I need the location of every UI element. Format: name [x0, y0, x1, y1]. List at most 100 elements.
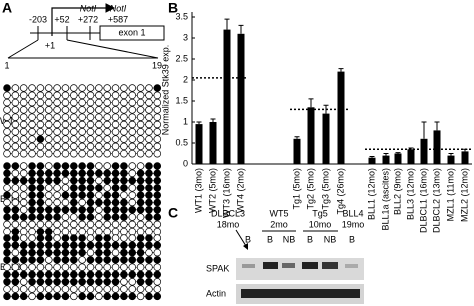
- cpg-site: [53, 142, 61, 151]
- cpg-site: [95, 206, 103, 214]
- cpg-site: [153, 135, 162, 143]
- cpg-site: [128, 241, 137, 250]
- cpg-site: [19, 162, 28, 170]
- error-bar: [210, 118, 216, 122]
- cpg-site: [36, 191, 45, 199]
- cpg-site: [86, 91, 95, 100]
- cpg-site: [61, 292, 70, 301]
- cpg-site: [95, 142, 103, 151]
- cpg-site: [53, 241, 61, 250]
- y-tick-label: 1.5: [175, 95, 188, 105]
- cpg-site: [3, 169, 11, 178]
- cpg-site: [11, 149, 20, 158]
- cpg-site: [78, 191, 86, 199]
- cpg-site: [153, 91, 162, 100]
- cpg-site: [28, 184, 36, 192]
- cpg-site: [53, 120, 61, 129]
- cpg-site: [44, 248, 53, 257]
- cpg-site: [36, 285, 45, 293]
- error-bar: [369, 155, 375, 158]
- cpg-site: [70, 285, 78, 293]
- y-tick-label: 3: [183, 32, 188, 42]
- cpg-site: [136, 220, 145, 229]
- cpg-site: [111, 135, 120, 143]
- x-tick-label: MZL2 (12mo): [459, 168, 469, 222]
- cpg-site: [86, 270, 95, 279]
- cpg-site: [145, 278, 153, 286]
- y-tick-label: 0: [183, 158, 188, 168]
- cpg-site: [53, 162, 61, 170]
- cpg-site: [103, 120, 111, 129]
- cpg-site: [11, 120, 20, 129]
- cpg-site: [70, 176, 78, 185]
- cpg-site: [86, 84, 95, 92]
- cpg-site: [19, 120, 28, 129]
- cpg-site: [145, 191, 153, 199]
- cpg-site: [36, 176, 45, 185]
- bar: [447, 155, 455, 164]
- x-tick-label: DLBCL1 (16mo): [418, 168, 428, 233]
- cpg-site: [95, 278, 103, 286]
- cpg-site: [61, 184, 70, 192]
- cpg-site: [19, 292, 28, 301]
- cpg-site: [36, 256, 45, 264]
- cpg-site: [36, 91, 45, 100]
- cpg-site: [70, 149, 78, 158]
- cpg-site: [19, 128, 28, 136]
- cpg-site: [86, 234, 95, 242]
- cpg-site: [53, 213, 61, 221]
- cpg-site: [78, 285, 86, 293]
- lane-label: B: [245, 234, 251, 244]
- cpg-site: [111, 248, 120, 257]
- cpg-site: [145, 263, 153, 271]
- band: [345, 264, 358, 268]
- cpg-site: [95, 227, 103, 236]
- error-bar: [338, 68, 344, 72]
- cpg-site: [3, 234, 11, 242]
- cpg-site: [53, 91, 61, 100]
- cpg-site: [78, 128, 86, 136]
- cpg-site: [145, 227, 153, 236]
- cpg-site: [103, 128, 111, 136]
- cpg-site: [28, 248, 36, 257]
- cpg-site: [44, 206, 53, 214]
- cpg-site: [61, 256, 70, 264]
- cpg-site: [53, 234, 61, 242]
- cpg-site: [128, 292, 137, 301]
- cpg-site: [11, 113, 20, 121]
- cpg-site: [70, 142, 78, 151]
- cpg-site: [153, 263, 162, 271]
- cpg-site: [103, 169, 111, 178]
- cpg-site: [11, 263, 20, 271]
- cpg-site: [78, 263, 86, 271]
- cpg-site: [95, 84, 103, 92]
- cpg-site: [28, 227, 36, 236]
- cpg-site: [95, 270, 103, 279]
- cpg-site: [19, 241, 28, 250]
- cpg-site: [19, 234, 28, 242]
- cpg-site: [36, 263, 45, 271]
- cpg-site: [145, 285, 153, 293]
- cpg-site: [111, 98, 120, 107]
- cpg-site: [136, 234, 145, 242]
- cpg-site: [136, 213, 145, 221]
- cpg-site: [120, 184, 128, 192]
- sample-age: 19mo: [342, 219, 365, 229]
- cpg-site: [19, 256, 28, 264]
- cpg-site: [120, 106, 128, 114]
- cpg-site: [120, 234, 128, 242]
- lane-label: NB: [283, 234, 296, 244]
- cpg-site: [95, 220, 103, 229]
- cpg-site: [136, 98, 145, 107]
- cpg-site: [145, 98, 153, 107]
- cpg-site: [19, 135, 28, 143]
- cpg-site: [78, 241, 86, 250]
- cpg-site: [28, 241, 36, 250]
- cpg-site: [53, 169, 61, 178]
- cpg-site: [145, 91, 153, 100]
- cpg-site: [11, 270, 20, 279]
- cpg-site: [120, 285, 128, 293]
- cpg-site: [28, 270, 36, 279]
- cpg-site: [120, 98, 128, 107]
- cpg-site: [145, 292, 153, 301]
